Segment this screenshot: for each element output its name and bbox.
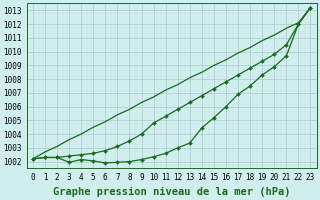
X-axis label: Graphe pression niveau de la mer (hPa): Graphe pression niveau de la mer (hPa): [53, 186, 291, 197]
